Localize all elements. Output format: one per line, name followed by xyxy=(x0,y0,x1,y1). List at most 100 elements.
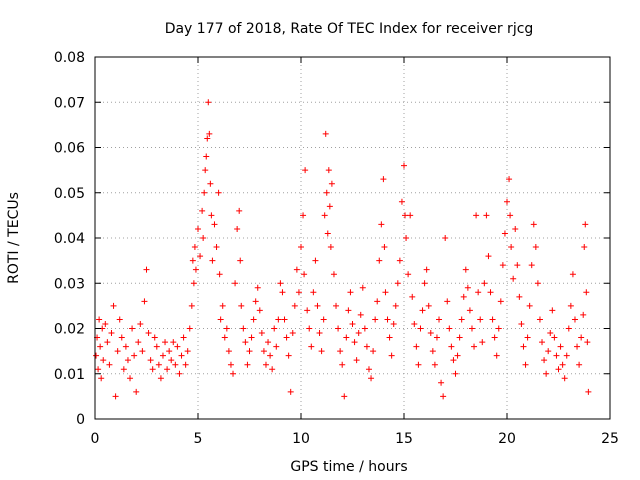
data-point xyxy=(376,257,383,264)
data-point xyxy=(458,316,465,323)
data-point xyxy=(131,352,138,359)
data-point xyxy=(168,357,175,364)
data-point xyxy=(584,339,591,346)
data-point xyxy=(386,334,393,341)
data-point xyxy=(302,167,309,174)
data-point xyxy=(108,330,115,337)
data-point xyxy=(215,189,222,196)
data-point xyxy=(353,357,360,364)
data-point xyxy=(394,280,401,287)
data-point xyxy=(279,289,286,296)
data-point xyxy=(166,348,173,355)
data-point xyxy=(581,244,588,251)
data-point xyxy=(475,289,482,296)
data-point xyxy=(343,334,350,341)
data-point xyxy=(574,343,581,350)
y-tick-label: 0.03 xyxy=(54,276,85,292)
data-points xyxy=(93,99,592,400)
data-point xyxy=(237,257,244,264)
y-tick-label: 0.06 xyxy=(54,141,85,157)
data-point xyxy=(114,348,121,355)
data-point xyxy=(536,316,543,323)
data-point xyxy=(585,388,592,395)
data-point xyxy=(216,271,223,278)
data-point xyxy=(208,212,215,219)
data-point xyxy=(427,330,434,337)
data-point xyxy=(139,348,146,355)
data-point xyxy=(471,343,478,350)
data-point xyxy=(462,266,469,273)
x-tick-label: 15 xyxy=(395,431,413,447)
y-tick-label: 0.01 xyxy=(54,367,85,383)
data-point xyxy=(265,339,272,346)
data-point xyxy=(440,393,447,400)
data-point xyxy=(180,334,187,341)
data-point xyxy=(442,235,449,241)
data-point xyxy=(417,325,424,332)
data-point xyxy=(260,348,267,355)
data-point xyxy=(569,271,576,278)
data-point xyxy=(170,339,177,346)
data-point xyxy=(504,198,510,205)
data-point xyxy=(557,343,564,350)
data-point xyxy=(401,162,407,169)
x-tick-label: 10 xyxy=(292,431,310,447)
data-point xyxy=(456,334,463,341)
data-point xyxy=(327,244,334,251)
data-point xyxy=(565,325,572,332)
data-point xyxy=(195,225,201,232)
chart-title: Day 177 of 2018, Rate Of TEC Index for r… xyxy=(165,21,534,37)
data-point xyxy=(532,244,539,251)
data-point xyxy=(543,370,550,377)
data-point xyxy=(141,298,148,305)
x-tick-label: 5 xyxy=(194,431,203,447)
data-point xyxy=(398,198,405,205)
data-point xyxy=(357,311,364,318)
data-point xyxy=(481,280,488,287)
data-point xyxy=(201,189,208,196)
data-point xyxy=(240,325,247,332)
data-point xyxy=(277,280,284,287)
data-point xyxy=(281,316,288,323)
data-point xyxy=(485,253,492,260)
data-point xyxy=(520,343,527,350)
data-point xyxy=(200,235,207,241)
data-point xyxy=(236,207,243,214)
data-point xyxy=(582,221,589,228)
data-point xyxy=(232,280,239,287)
data-point xyxy=(298,244,304,251)
data-point xyxy=(308,343,315,350)
data-point xyxy=(323,189,330,196)
data-point xyxy=(396,257,403,264)
data-point xyxy=(312,257,319,264)
data-point xyxy=(262,361,269,368)
data-point xyxy=(499,262,506,269)
data-point xyxy=(405,271,412,278)
data-point xyxy=(217,316,224,323)
data-point xyxy=(487,289,494,296)
x-tick-label: 0 xyxy=(91,431,100,447)
data-point xyxy=(248,334,255,341)
data-point xyxy=(133,388,140,395)
data-point xyxy=(347,289,354,296)
data-point xyxy=(325,167,332,174)
y-tick-label: 0.02 xyxy=(54,322,85,338)
data-point xyxy=(227,361,234,368)
data-point xyxy=(178,352,185,359)
data-point xyxy=(207,180,214,187)
data-point xyxy=(206,130,213,137)
data-point xyxy=(159,352,166,359)
data-point xyxy=(345,307,352,314)
data-point xyxy=(483,212,490,219)
data-point xyxy=(431,361,438,368)
data-point xyxy=(149,366,156,373)
data-point xyxy=(189,257,196,264)
data-point xyxy=(211,221,218,228)
data-point xyxy=(438,379,445,386)
data-point xyxy=(501,230,508,237)
data-point xyxy=(120,366,127,373)
data-point xyxy=(124,357,131,364)
data-point xyxy=(221,334,228,341)
data-point xyxy=(182,361,189,368)
data-point xyxy=(252,298,259,305)
